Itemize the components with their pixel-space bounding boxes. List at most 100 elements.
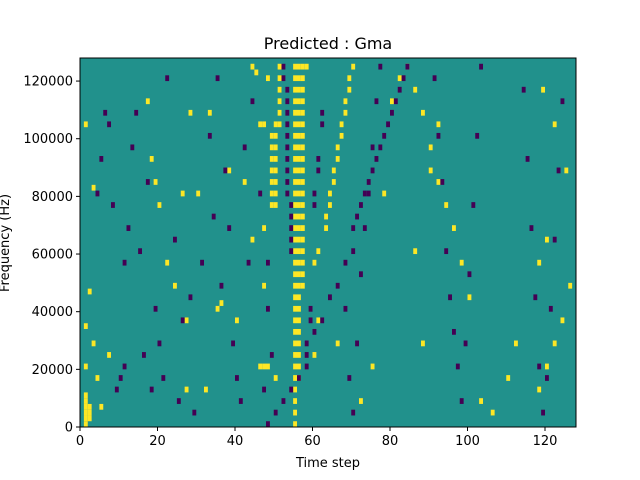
heatmap-cell-high <box>269 132 274 139</box>
heatmap-cell-low <box>374 98 379 105</box>
heatmap-cell-low <box>362 190 367 197</box>
heatmap-cell-high <box>87 288 92 295</box>
heatmap-cell-high <box>347 86 352 93</box>
heatmap-cell-high <box>436 179 441 185</box>
heatmap-cell-high <box>95 375 100 381</box>
heatmap-cell-high <box>293 75 298 82</box>
heatmap-cell-high <box>293 409 298 416</box>
heatmap-cell-high <box>165 259 170 266</box>
heatmap-cell-low <box>343 259 348 266</box>
heatmap-cell-high <box>273 179 278 185</box>
heatmap-cell-high <box>91 184 96 191</box>
heatmap-cell-low <box>285 86 290 93</box>
heatmap-cell-high <box>300 259 305 266</box>
heatmap-cell-low <box>157 340 162 347</box>
heatmap-cell-low <box>432 75 437 82</box>
heatmap-cell-high <box>316 317 321 324</box>
heatmap-cell-low <box>525 156 530 162</box>
heatmap-cell-high <box>297 259 301 266</box>
heatmap-cell-high <box>273 375 278 381</box>
heatmap-cell-low <box>552 236 557 243</box>
heatmap-cell-low <box>378 144 383 151</box>
heatmap-cell-low <box>126 225 131 231</box>
heatmap-cell-low <box>180 317 185 324</box>
heatmap-cell-high <box>293 294 298 301</box>
heatmap-cell-high <box>293 225 298 231</box>
heatmap-cell-high <box>479 398 484 404</box>
heatmap-cell-high <box>324 225 329 231</box>
heatmap-cell-low <box>541 409 546 416</box>
heatmap-cell-high <box>297 179 301 185</box>
heatmap-cell-high <box>300 132 305 139</box>
heatmap-cell-high <box>297 352 301 358</box>
heatmap-cell-low <box>285 179 290 185</box>
heatmap-cell-high <box>196 190 201 197</box>
heatmap-cell-low <box>390 109 394 116</box>
heatmap-cell-low <box>347 375 352 381</box>
heatmap-cell-high <box>273 202 278 208</box>
heatmap-cell-high <box>180 190 185 197</box>
y-tick-label: 60000 <box>32 248 73 263</box>
heatmap-cell-high <box>297 317 301 324</box>
heatmap-cell-high <box>293 398 298 404</box>
heatmap-cell-high <box>300 213 305 220</box>
heatmap-cell-low <box>145 179 150 185</box>
heatmap-cell-low <box>386 121 391 128</box>
heatmap-cell-high <box>297 132 301 139</box>
heatmap-cell-high <box>87 415 92 422</box>
heatmap-cell-high <box>273 167 278 174</box>
x-tick-label: 120 <box>533 434 558 449</box>
heatmap-cell-high <box>297 248 301 255</box>
heatmap-cell-low <box>215 75 220 82</box>
heatmap-cell-low <box>440 179 445 185</box>
heatmap-cell-high <box>300 202 305 208</box>
heatmap-cell-low <box>351 225 356 231</box>
heatmap-cell-high <box>293 421 298 427</box>
high-cells <box>83 63 573 427</box>
heatmap-cell-low <box>316 167 321 174</box>
heatmap-cell-low <box>266 305 270 312</box>
heatmap-cell-low <box>312 202 317 208</box>
heatmap-cell-high <box>331 179 336 185</box>
heatmap-cell-high <box>219 300 224 306</box>
heatmap-cell-high <box>397 75 402 82</box>
heatmap-cell-high <box>293 121 298 128</box>
heatmap-cell-low <box>285 156 290 162</box>
heatmap-cell-low <box>560 98 565 105</box>
heatmap-cell-high <box>273 144 278 151</box>
heatmap-cell-low <box>320 121 325 128</box>
heatmap-cell-high <box>293 271 298 278</box>
heatmap-cell-high <box>277 63 282 70</box>
heatmap-cell-low <box>335 282 340 289</box>
heatmap-cell-low <box>405 63 410 70</box>
heatmap-cell-high <box>153 179 158 185</box>
heatmap-cell-high <box>297 167 301 174</box>
heatmap-cell-low <box>351 409 356 416</box>
x-axis-label: Time step <box>295 456 360 471</box>
heatmap-cell-low <box>289 236 294 243</box>
heatmap-cell-low <box>242 144 247 151</box>
heatmap-cell-low <box>173 236 177 243</box>
heatmap-cell-high <box>277 86 282 93</box>
heatmap-cell-low <box>312 328 317 335</box>
x-tick-label: 100 <box>455 434 480 449</box>
heatmap-cell-high <box>184 386 189 393</box>
heatmap-cell-low <box>393 98 398 105</box>
heatmap-cell-high <box>293 132 298 139</box>
heatmap-cell-low <box>134 109 139 116</box>
heatmap-cell-high <box>297 75 301 82</box>
heatmap-cell-high <box>444 202 449 208</box>
heatmap-cell-high <box>107 352 112 358</box>
heatmap-cell-high <box>297 213 301 220</box>
heatmap-cell-low <box>149 386 154 393</box>
heatmap-cell-high <box>413 248 418 255</box>
x-tick-label: 40 <box>227 434 244 449</box>
heatmap-cell-high <box>297 271 301 278</box>
heatmap-cell-high <box>293 282 298 289</box>
heatmap-cell-low <box>533 294 538 301</box>
heatmap-cell-high <box>293 328 298 335</box>
heatmap-cell-low <box>211 213 216 220</box>
heatmap-cell-high <box>262 282 267 289</box>
heatmap-cell-high <box>351 63 356 70</box>
heatmap-cell-low <box>285 167 290 174</box>
